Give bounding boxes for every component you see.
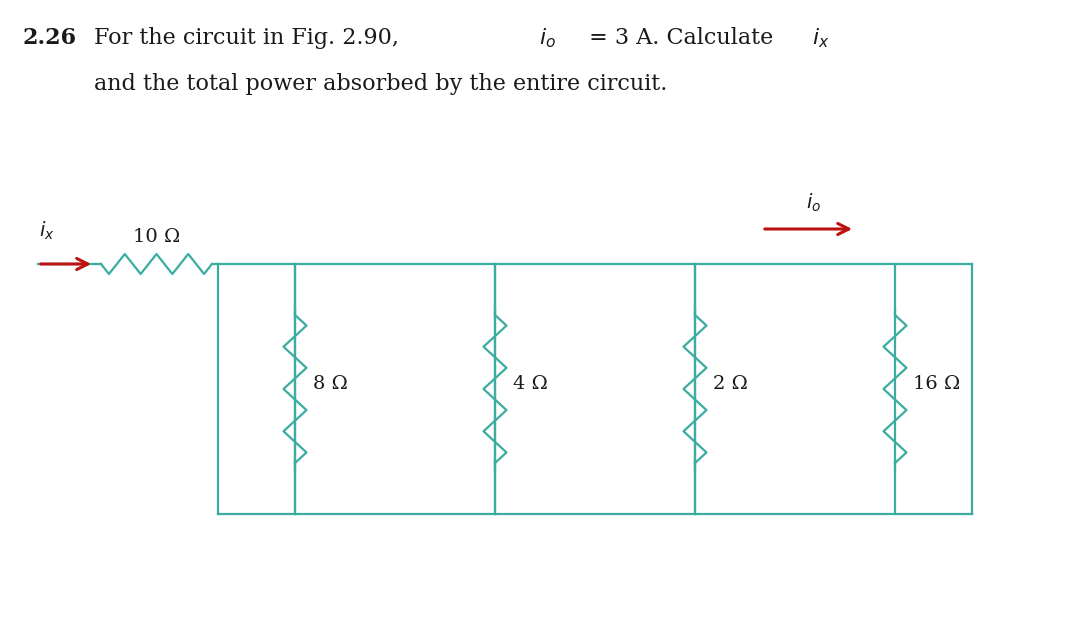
Text: 4 Ω: 4 Ω	[513, 375, 548, 393]
Text: 2.26: 2.26	[22, 27, 76, 49]
Text: and the total power absorbed by the entire circuit.: and the total power absorbed by the enti…	[94, 73, 667, 95]
Text: 2 Ω: 2 Ω	[713, 375, 747, 393]
Text: $i_o$: $i_o$	[539, 26, 556, 50]
Text: For the circuit in Fig. 2.90,: For the circuit in Fig. 2.90,	[94, 27, 406, 49]
Text: 8 Ω: 8 Ω	[313, 375, 348, 393]
Text: 10 Ω: 10 Ω	[133, 228, 180, 246]
Text: $i_x$: $i_x$	[812, 26, 829, 50]
Text: 16 Ω: 16 Ω	[913, 375, 960, 393]
Text: $i_x$: $i_x$	[39, 220, 55, 242]
Text: = 3 A. Calculate: = 3 A. Calculate	[582, 27, 781, 49]
Text: $i_o$: $i_o$	[806, 192, 821, 214]
